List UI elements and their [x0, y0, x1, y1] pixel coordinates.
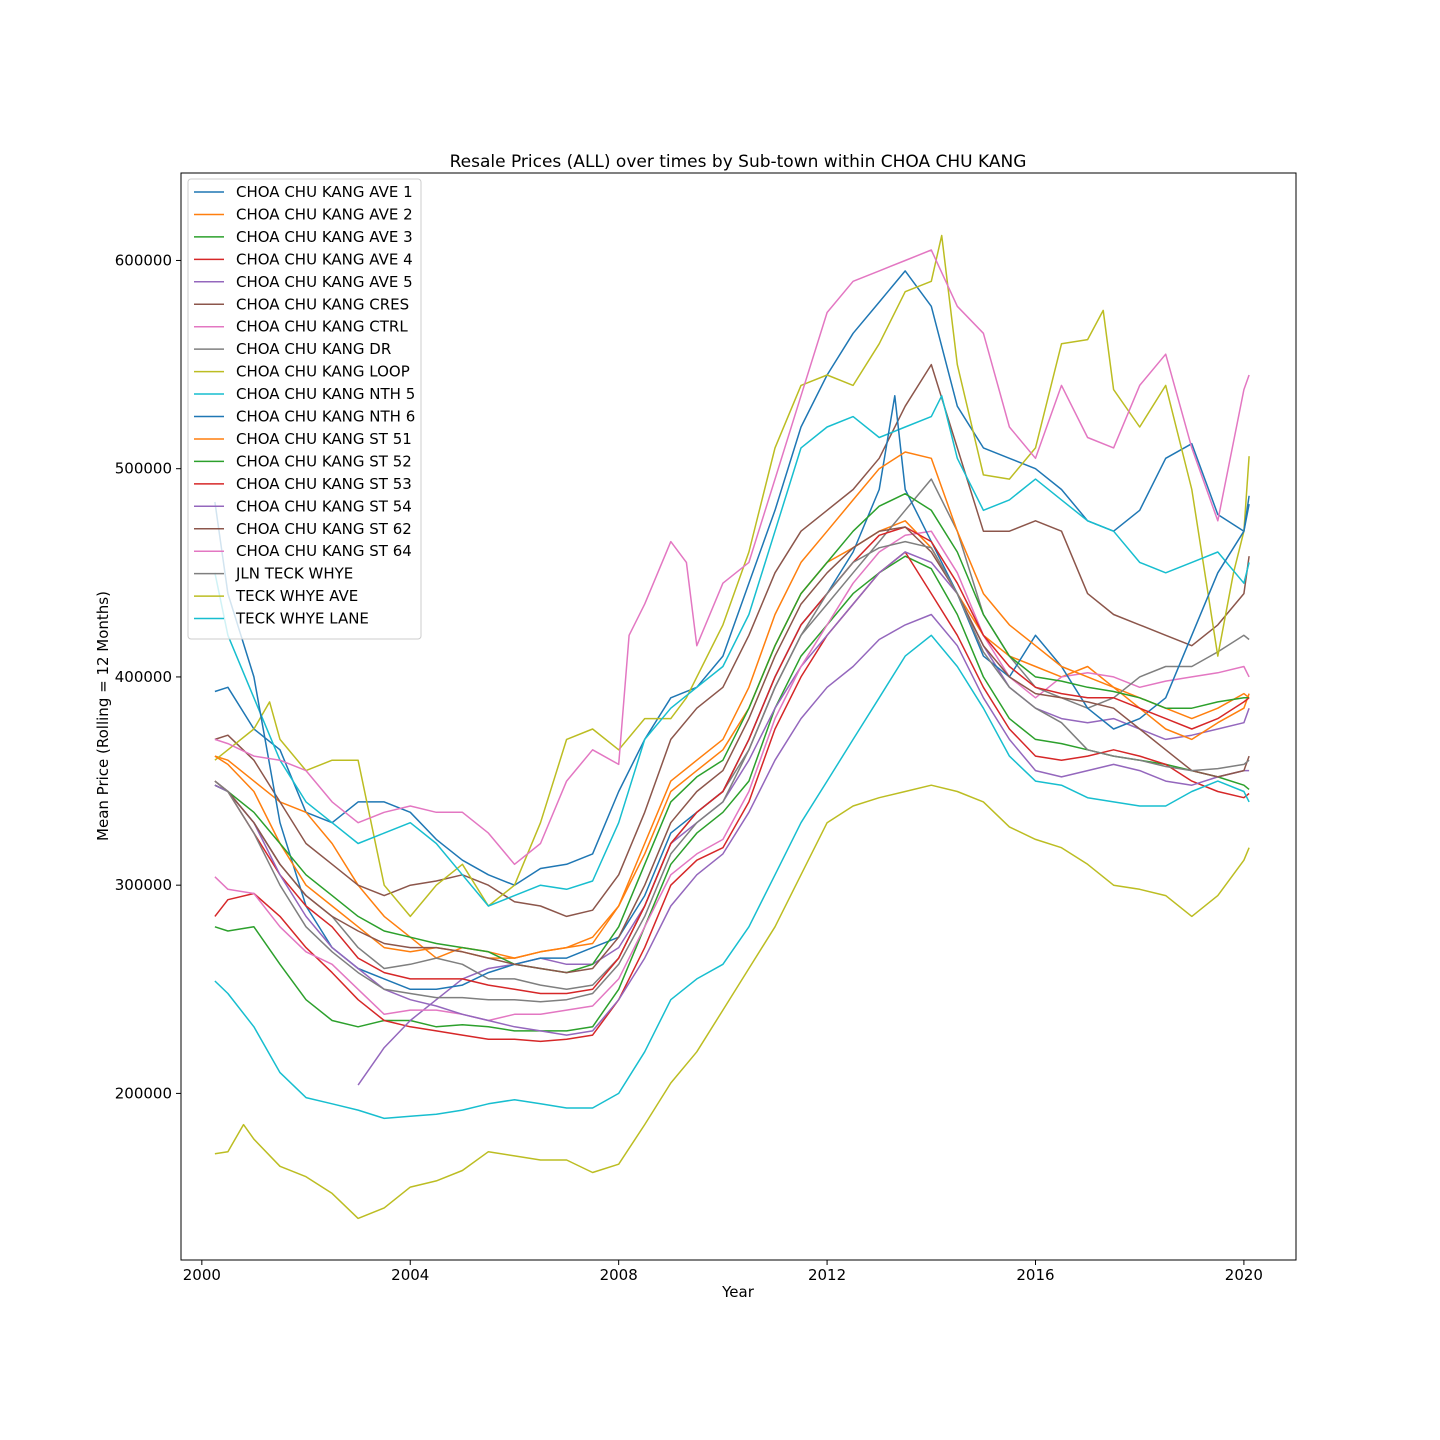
series-line-17: [214, 249, 1250, 866]
legend-label: CHOA CHU KANG CRES: [236, 295, 409, 313]
x-axis-label: Year: [721, 1283, 755, 1301]
legend-label: CHOA CHU KANG ST 64: [236, 542, 412, 560]
y-tick-label: 500000: [115, 460, 172, 478]
x-tick-label: 2004: [391, 1266, 429, 1284]
legend-label: CHOA CHU KANG ST 53: [236, 475, 412, 493]
legend-label: CHOA CHU KANG AVE 4: [236, 250, 413, 268]
legend-label: CHOA CHU KANG DR: [236, 340, 391, 358]
plot-area: [214, 234, 1250, 1220]
legend-label: CHOA CHU KANG ST 52: [236, 452, 412, 470]
legend-label: CHOA CHU KANG LOOP: [236, 363, 410, 381]
y-tick-label: 600000: [115, 251, 172, 269]
series-line-20: [214, 634, 1250, 1120]
plot-frame: [180, 172, 1297, 1261]
series-line-12: [214, 451, 1250, 959]
series-line-8: [214, 478, 1250, 991]
series-line-7: [214, 530, 1250, 1022]
legend-label: CHOA CHU KANG ST 54: [236, 497, 412, 515]
series-line-13: [214, 492, 1250, 974]
legend-label: CHOA CHU KANG CTRL: [236, 318, 408, 336]
x-tick-label: 2008: [600, 1266, 638, 1284]
legend-label: CHOA CHU KANG NTH 6: [236, 408, 415, 426]
series-line-4: [214, 551, 1250, 1043]
series-line-9: [214, 234, 1250, 918]
y-tick-label: 400000: [115, 668, 172, 686]
legend-label: JLN TECK WHYE: [235, 565, 353, 583]
y-axis-label: Mean Price (Rolling = 12 Months): [94, 591, 112, 841]
series-line-15: [214, 613, 1250, 1036]
legend-label: CHOA CHU KANG AVE 3: [236, 228, 413, 246]
x-tick-label: 2016: [1016, 1266, 1054, 1284]
x-axis: 2000 2004 2008 2012 2016 2020: [183, 1260, 1263, 1284]
x-tick-label: 2012: [808, 1266, 846, 1284]
legend-label: CHOA CHU KANG ST 62: [236, 520, 412, 538]
y-tick-label: 200000: [115, 1084, 172, 1102]
legend: CHOA CHU KANG AVE 1 CHOA CHU KANG AVE 2 CH…: [187, 178, 422, 640]
x-tick-label: 2020: [1225, 1266, 1263, 1284]
series-line-10: [214, 395, 1250, 907]
series-line-19: [214, 784, 1250, 1220]
legend-label: TECK WHYE LANE: [235, 610, 369, 628]
series-line-14: [214, 526, 1250, 995]
series-line-2: [214, 520, 1250, 959]
legend-label: CHOA CHU KANG ST 51: [236, 430, 412, 448]
chart-title: Resale Prices (ALL) over times by Sub-to…: [450, 152, 1027, 172]
x-tick-label: 2000: [183, 1266, 221, 1284]
y-tick-label: 300000: [115, 876, 172, 894]
legend-box: [187, 178, 422, 640]
legend-label: CHOA CHU KANG NTH 5: [236, 385, 415, 403]
series-line-16: [214, 526, 1250, 974]
series-line-18: [214, 540, 1250, 1003]
legend-label: TECK WHYE AVE: [235, 587, 358, 605]
y-axis: 200000 300000 400000 500000 600000: [115, 251, 181, 1102]
legend-label: CHOA CHU KANG AVE 1: [236, 183, 413, 201]
legend-label: CHOA CHU KANG AVE 5: [236, 273, 413, 291]
legend-label: CHOA CHU KANG AVE 2: [236, 205, 413, 223]
series-line-6: [214, 363, 1250, 918]
